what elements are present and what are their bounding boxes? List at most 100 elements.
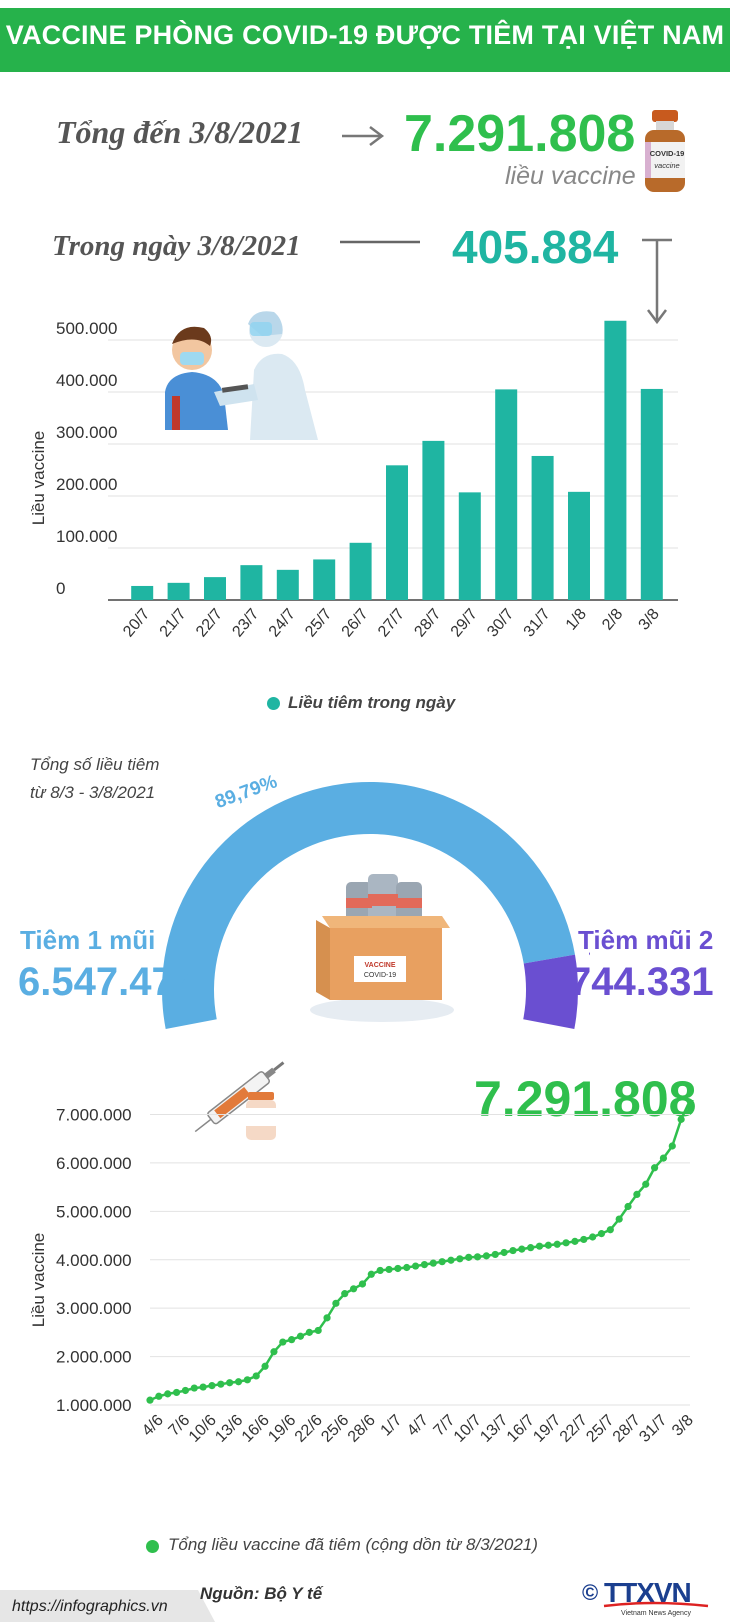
bar-x-tick-label: 20/7	[120, 606, 153, 641]
bar-x-tick-label: 22/7	[193, 606, 226, 641]
line-point	[332, 1299, 340, 1307]
daily-bar-chart: 0 100.000 200.000 300.000 400.000 500.000 Liề…	[29, 311, 678, 641]
line-x-tick-label: 19/6	[265, 1412, 299, 1446]
bar-23/7	[240, 565, 263, 600]
copyright-symbol: ©	[582, 1580, 598, 1605]
connector-line	[340, 240, 420, 244]
syringe-vial-illustration	[194, 1061, 285, 1140]
dose1-label: Tiêm 1 mũi	[20, 925, 156, 955]
line-point	[500, 1248, 508, 1257]
bar-26/7	[349, 542, 372, 600]
line-y-tick-label: 3.000.000	[56, 1299, 132, 1318]
cumulative-final-value: 7.291.808	[474, 1071, 697, 1127]
bar-x-tick-label: 26/7	[339, 606, 372, 641]
line-point	[172, 1388, 181, 1397]
bar-x-tick-label: 3/8	[636, 606, 663, 634]
dose1-percent-label: 89,79%	[212, 771, 280, 813]
total-label: Tổng đến 3/8/2021	[56, 114, 304, 150]
line-y-tick-label: 7.000.000	[56, 1106, 132, 1125]
line-point	[677, 1115, 685, 1123]
line-x-tick-label: 1/7	[378, 1412, 406, 1440]
line-point	[367, 1270, 375, 1278]
line-legend-label: Tổng liều vaccine đã tiêm (cộng dồn từ 8…	[168, 1535, 538, 1554]
bar-y-tick-label: 400.000	[56, 371, 117, 390]
line-point	[597, 1230, 606, 1238]
bar-27/7	[386, 465, 408, 600]
line-point	[535, 1242, 544, 1250]
line-point	[376, 1266, 384, 1275]
line-y-tick-label: 6.000.000	[56, 1154, 132, 1173]
line-legend-marker	[146, 1540, 159, 1553]
line-x-tick-label: 25/7	[583, 1412, 617, 1446]
bar-20/7	[131, 585, 154, 600]
line-x-tick-label: 16/7	[504, 1412, 538, 1446]
footer-url[interactable]: https://infographics.vn	[12, 1598, 168, 1615]
line-x-tick-label: 13/7	[477, 1412, 511, 1446]
bar-31/7	[531, 455, 554, 600]
line-point	[624, 1202, 632, 1211]
line-x-tick-label: 4/6	[139, 1412, 167, 1440]
bar-3/8	[640, 388, 663, 600]
line-x-tick-label: 3/8	[669, 1412, 697, 1440]
daily-value: 405.884	[452, 221, 619, 273]
line-point	[473, 1253, 482, 1261]
line-point	[606, 1226, 614, 1234]
bar-x-tick-label: 21/7	[157, 606, 190, 641]
bar-x-tick-label: 29/7	[448, 606, 481, 641]
dose2-label: Tiêm mũi 2	[578, 925, 714, 955]
bar-y-tick-label: 0	[56, 579, 65, 598]
header-banner	[0, 8, 730, 72]
line-point	[571, 1237, 579, 1245]
line-point	[456, 1255, 464, 1263]
source-note: Nguồn: Bộ Y tế	[200, 1584, 323, 1603]
line-point	[491, 1250, 499, 1259]
line-point	[642, 1180, 650, 1188]
line-point	[164, 1390, 172, 1398]
bar-y-tick-label: 100.000	[56, 527, 117, 546]
line-x-tick-label: 22/7	[557, 1412, 591, 1446]
vial-label-line2: vaccine	[654, 161, 679, 170]
dose2-slice	[523, 954, 578, 1029]
bar-1/8	[568, 491, 590, 600]
line-x-tick-label: 25/6	[318, 1412, 352, 1446]
line-x-tick-label: 31/7	[636, 1412, 670, 1446]
daily-label: Trong ngày 3/8/2021	[52, 230, 301, 262]
line-y-axis-label: Liều vaccine	[29, 1233, 48, 1328]
dose2-value: 744.331	[569, 960, 714, 1004]
vial-label-line1: COVID-19	[650, 149, 685, 158]
line-point	[217, 1380, 225, 1388]
line-point	[270, 1348, 278, 1356]
line-point	[181, 1386, 190, 1395]
line-point	[385, 1265, 393, 1274]
vaccine-box-illustration: VACCINE COVID-19	[310, 874, 454, 1022]
line-point	[411, 1262, 420, 1270]
line-point	[208, 1382, 216, 1390]
bar-legend-marker	[267, 697, 280, 710]
bar-y-tick-label: 500.000	[56, 319, 117, 338]
total-unit: liều vaccine	[505, 162, 636, 190]
bar-24/7	[276, 569, 299, 600]
line-y-tick-label: 1.000.000	[56, 1396, 132, 1415]
dose2-percent-label: 10,21%	[586, 929, 590, 969]
footer-url-band	[0, 1590, 215, 1622]
cumulative-series-line	[149, 1100, 692, 1402]
line-point	[243, 1376, 251, 1384]
bar-x-tick-label: 1/8	[563, 606, 590, 634]
line-point	[279, 1338, 287, 1346]
dose1-value: 6.547.477	[18, 960, 196, 1004]
bar-x-tick-label: 23/7	[229, 606, 262, 641]
bar-x-tick-label: 25/7	[302, 606, 335, 641]
vaccine-vial-icon: COVID-19 vaccine	[645, 110, 685, 192]
bar-legend-label: Liều tiêm trong ngày	[288, 693, 456, 712]
box-label-bottom: COVID-19	[364, 972, 396, 979]
line-point	[589, 1233, 597, 1241]
bar-28/7	[422, 440, 445, 600]
bar-29/7	[458, 492, 481, 600]
bar-y-tick-label: 200.000	[56, 475, 117, 494]
line-point	[438, 1258, 446, 1266]
line-point	[668, 1142, 676, 1150]
bar-x-tick-label: 24/7	[266, 606, 299, 641]
line-x-tick-label: 16/6	[239, 1412, 273, 1446]
line-point	[544, 1241, 552, 1249]
line-point	[350, 1285, 358, 1293]
